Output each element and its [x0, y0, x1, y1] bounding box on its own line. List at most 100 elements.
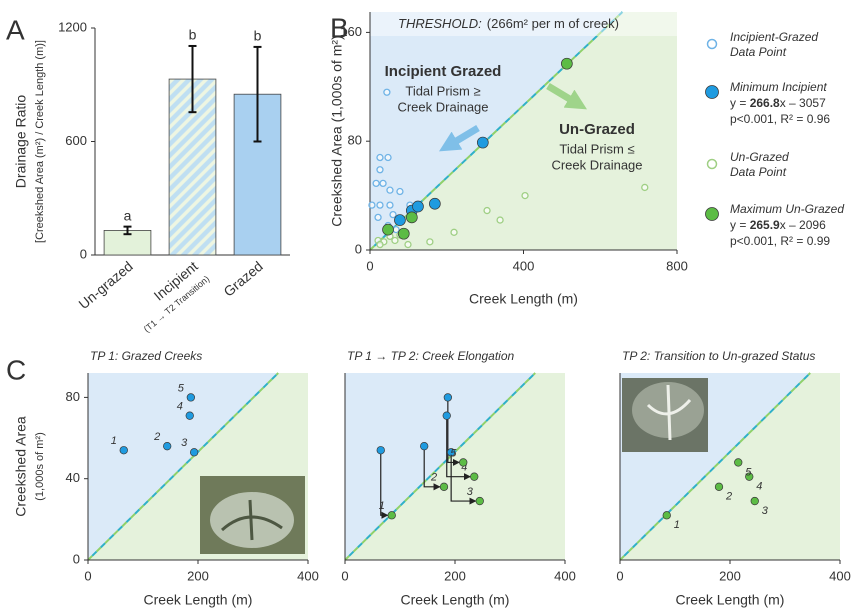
x-tick-label: Un-grazed: [75, 258, 135, 312]
x-tick-label: 200: [719, 568, 741, 583]
data-point: [459, 458, 468, 467]
x-tick-label: 400: [829, 568, 851, 583]
y-axis-sublabel: (1,000s of m²): [34, 432, 46, 500]
data-point: [476, 136, 489, 149]
data-point: [372, 179, 380, 188]
y-axis-label: Drainage Ratio: [13, 95, 29, 189]
threshold-title: THRESHOLD:: [398, 16, 482, 31]
transition-arrow: [423, 446, 441, 491]
y-tick-label: 0: [73, 551, 80, 566]
threshold-band: [370, 12, 677, 36]
threshold-line: [344, 372, 536, 561]
data-point: [376, 240, 384, 249]
equation-part: 266.8: [750, 96, 780, 110]
legend-label: Data Point: [730, 45, 787, 59]
x-tick-label: Incipient: [151, 258, 201, 304]
data-point: [734, 458, 743, 467]
x-tick-label: 0: [84, 568, 91, 583]
data-point: [119, 446, 128, 455]
data-point: [387, 511, 396, 520]
panel-label: B: [330, 12, 349, 43]
photo: [200, 476, 305, 554]
y-tick-label: 80: [66, 389, 80, 404]
legend-label: Maximum Un-Grazed: [730, 202, 844, 216]
x-tick-label: 200: [187, 568, 209, 583]
point-label: 3: [181, 437, 188, 449]
legend-stats: p<0.001, R² = 0.99: [730, 234, 830, 248]
data-point: [389, 210, 397, 219]
data-point: [386, 201, 394, 209]
y-axis-label: Creekshed Area: [13, 416, 29, 517]
data-point: [745, 472, 754, 481]
panel-title: TP 1: Grazed Creeks: [90, 349, 202, 363]
region-text: Creek Drainage: [551, 157, 642, 172]
point-label: 1: [674, 519, 680, 531]
data-point: [189, 448, 199, 457]
threshold-line: [87, 372, 279, 561]
x-tick-label: 200: [444, 568, 466, 583]
panel-label: C: [6, 354, 26, 385]
significance-letter: b: [189, 27, 197, 43]
legend-label: Data Point: [730, 165, 787, 179]
region-ungrazed: [370, 12, 677, 250]
direction-arrow: [438, 124, 480, 152]
transition-arrow: [380, 450, 389, 519]
x-axis-label: Creek Length (m): [676, 592, 785, 608]
significance-letter: a: [124, 207, 132, 223]
data-point: [475, 496, 484, 506]
data-point: [483, 206, 491, 215]
equation-part: x – 2096: [780, 218, 826, 232]
data-point: [379, 179, 387, 188]
data-point: [396, 187, 404, 196]
x-tick-label: 0: [366, 258, 373, 273]
data-point: [641, 183, 649, 192]
y-tick-label: 80: [348, 133, 362, 148]
region-text: Tidal Prism ≥: [405, 83, 480, 98]
data-point: [404, 240, 412, 249]
x-tick-label: 800: [666, 258, 688, 273]
point-label: 5: [450, 447, 457, 459]
legend-equation: y = 266.8x – 3057: [730, 96, 826, 110]
legend-label: Incipient-Grazed: [730, 30, 818, 44]
y-tick-label: 1200: [58, 19, 87, 34]
x-tick-label: 400: [297, 568, 319, 583]
threshold-line: [619, 372, 811, 561]
data-point: [521, 191, 529, 200]
equation-part: 265.9: [750, 218, 780, 232]
y-tick-label: 40: [66, 470, 80, 485]
data-point: [439, 482, 449, 491]
data-point: [376, 201, 384, 209]
point-label: 4: [461, 462, 467, 474]
point-label: 5: [178, 382, 185, 394]
region-title: Incipient Grazed: [385, 63, 502, 80]
point-label: 2: [430, 472, 437, 484]
data-point: [405, 211, 418, 224]
photo: [622, 378, 708, 452]
data-point: [429, 197, 441, 210]
data-point: [450, 228, 458, 236]
equation-part: y =: [730, 218, 750, 232]
data-point: [443, 393, 453, 402]
legend-label: Minimum Incipient: [730, 80, 827, 94]
legend-stats: p<0.001, R² = 0.96: [730, 112, 830, 126]
legend-equation: y = 265.9x – 2096: [730, 218, 826, 232]
data-point: [383, 88, 391, 96]
threshold-line: [619, 372, 811, 561]
threshold-line: [369, 11, 624, 251]
x-tick-label: 0: [616, 568, 623, 583]
data-point: [714, 482, 724, 491]
data-point: [470, 472, 479, 481]
y-axis-sublabel: [Creekshed Area (m²) / Creek Length (m)]: [34, 40, 46, 243]
region-ungrazed: [345, 373, 565, 560]
legend-marker: [706, 38, 718, 50]
data-point: [186, 393, 196, 402]
data-point: [374, 213, 382, 222]
region-title: Un-Grazed: [559, 121, 635, 138]
data-point: [426, 238, 434, 246]
equation-part: x – 3057: [780, 96, 826, 110]
panel-title: TP 1 → TP 2: Creek Elongation: [347, 349, 515, 363]
region-text: Tidal Prism ≤: [559, 141, 634, 156]
y-tick-label: 0: [355, 241, 362, 256]
y-tick-label: 0: [80, 246, 87, 261]
